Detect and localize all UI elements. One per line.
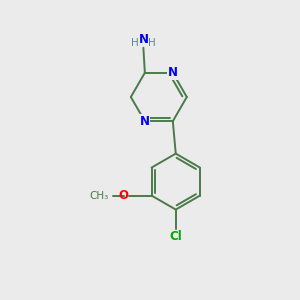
Text: Cl: Cl <box>169 230 182 243</box>
Text: H: H <box>131 38 139 48</box>
Text: CH₃: CH₃ <box>90 190 109 201</box>
Text: N: N <box>140 115 150 128</box>
Text: O: O <box>119 189 129 202</box>
Text: N: N <box>138 33 148 46</box>
Text: H: H <box>148 38 155 48</box>
Text: N: N <box>168 66 178 79</box>
